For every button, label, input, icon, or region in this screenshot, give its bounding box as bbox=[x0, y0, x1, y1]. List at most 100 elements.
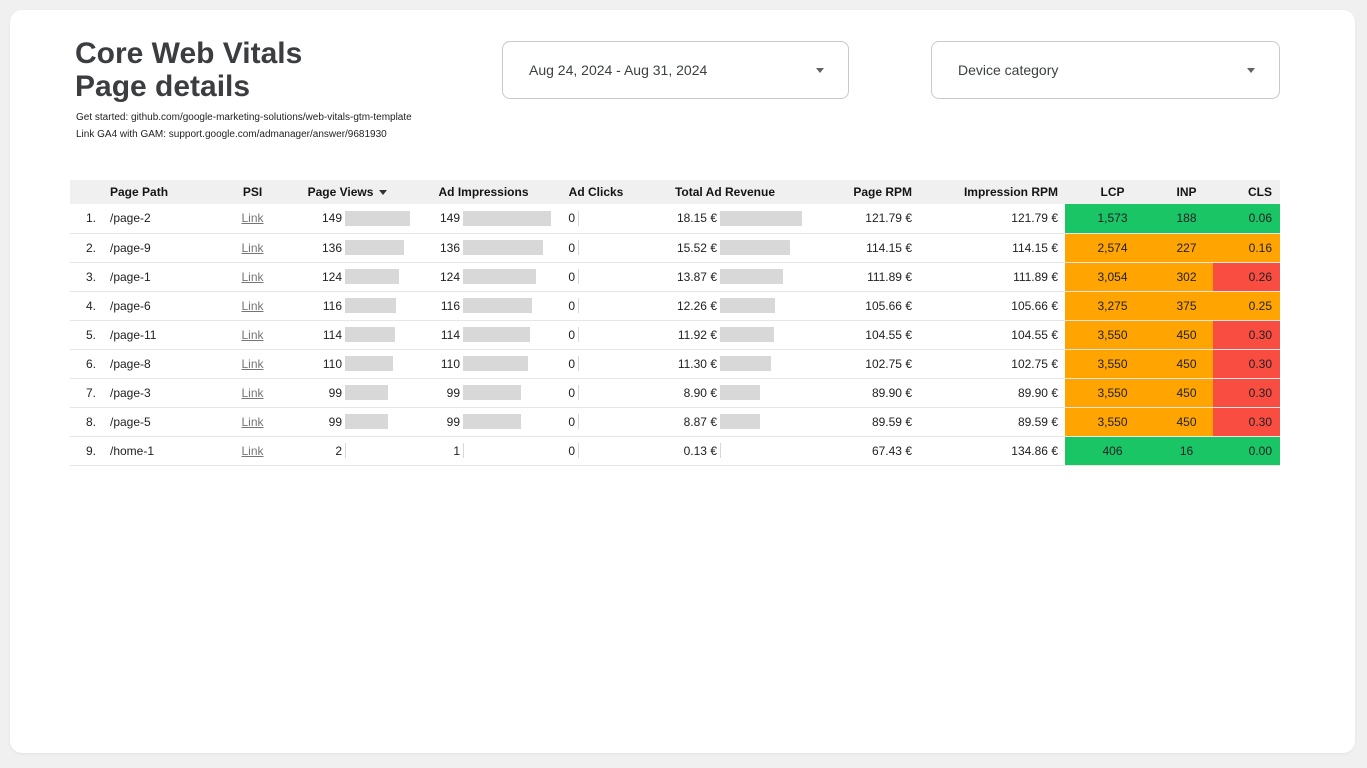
cell-value: 0 bbox=[568, 269, 575, 284]
column-header-total-ad-revenue[interactable]: Total Ad Revenue bbox=[640, 180, 810, 204]
lcp-cell: 3,054 bbox=[1065, 262, 1160, 292]
column-header-page-views[interactable]: Page Views bbox=[280, 180, 415, 204]
cls-cell: 0.30 bbox=[1213, 349, 1280, 379]
column-header-label: INP bbox=[1176, 185, 1197, 199]
cls-cell: 0.16 bbox=[1213, 233, 1280, 263]
value-bar bbox=[345, 269, 399, 284]
cell-value: 0 bbox=[568, 240, 575, 255]
cell-value: 11.30 € bbox=[677, 356, 717, 371]
page-path-cell: /page-3 bbox=[110, 378, 225, 408]
total-ad-revenue-cell: 11.92 € bbox=[640, 320, 810, 350]
ad-clicks-cell: 0 bbox=[552, 204, 640, 234]
cls-cell: 0.30 bbox=[1213, 320, 1280, 350]
column-header-page-rpm[interactable]: Page RPM bbox=[810, 180, 922, 204]
ad-clicks-cell: 0 bbox=[552, 233, 640, 263]
ad-clicks-cell: 0 bbox=[552, 407, 640, 437]
column-header-ad-impressions[interactable]: Ad Impressions bbox=[415, 180, 552, 204]
value-bar bbox=[720, 298, 775, 313]
column-header-page-path[interactable]: Page Path bbox=[110, 180, 225, 204]
ad-impressions-cell: 116 bbox=[415, 291, 552, 321]
row-index: 9. bbox=[70, 436, 110, 466]
row-index: 5. bbox=[70, 320, 110, 350]
column-header-impression-rpm[interactable]: Impression RPM bbox=[922, 180, 1065, 204]
column-header-inp[interactable]: INP bbox=[1160, 180, 1213, 204]
psi-link[interactable]: Link bbox=[241, 298, 264, 313]
table-row: 9./home-1 Link 2 1 0 0.13 € 67.43 €134.86 €406… bbox=[70, 436, 1280, 466]
value-bar bbox=[463, 210, 551, 226]
psi-cell: Link bbox=[225, 262, 280, 292]
psi-link[interactable]: Link bbox=[241, 385, 264, 400]
value-bar bbox=[578, 414, 579, 429]
value-bar bbox=[463, 356, 528, 371]
ad-clicks-cell: 0 bbox=[552, 378, 640, 408]
column-header-label: Page RPM bbox=[853, 185, 912, 199]
value-bar bbox=[345, 356, 393, 371]
page-rpm-cell: 104.55 € bbox=[810, 320, 922, 350]
inp-cell: 450 bbox=[1160, 407, 1213, 437]
column-header-psi[interactable]: PSI bbox=[225, 180, 280, 204]
ad-impressions-cell: 99 bbox=[415, 378, 552, 408]
cell-value: 1 bbox=[453, 443, 460, 458]
page-views-cell: 149 bbox=[280, 204, 415, 234]
value-bar bbox=[463, 385, 521, 400]
psi-link[interactable]: Link bbox=[241, 414, 264, 429]
device-category-label: Device category bbox=[958, 62, 1059, 78]
page-views-cell: 124 bbox=[280, 262, 415, 292]
value-bar bbox=[345, 210, 410, 226]
value-bar bbox=[578, 298, 579, 313]
subtitle-link-ga4: Link GA4 with GAM: support.google.com/ad… bbox=[76, 129, 387, 140]
psi-cell: Link bbox=[225, 407, 280, 437]
lcp-cell: 3,275 bbox=[1065, 291, 1160, 321]
value-bar bbox=[463, 327, 530, 342]
ad-impressions-cell: 99 bbox=[415, 407, 552, 437]
psi-link[interactable]: Link bbox=[241, 269, 264, 284]
value-bar bbox=[463, 414, 521, 429]
date-range-control[interactable]: Aug 24, 2024 - Aug 31, 2024 bbox=[502, 41, 849, 99]
table-row: 1./page-2 Link 149 149 0 18.15 € 121.79 €121.7… bbox=[70, 204, 1280, 234]
value-bar bbox=[578, 240, 579, 255]
ad-impressions-cell: 110 bbox=[415, 349, 552, 379]
lcp-cell: 406 bbox=[1065, 436, 1160, 466]
table-header-row: Page Path PSI Page Views Ad Impressions Ad C… bbox=[70, 180, 1280, 204]
page-path-cell: /page-2 bbox=[110, 204, 225, 234]
psi-link[interactable]: Link bbox=[241, 356, 264, 371]
column-header-lcp[interactable]: LCP bbox=[1065, 180, 1160, 204]
psi-cell: Link bbox=[225, 436, 280, 466]
total-ad-revenue-cell: 8.87 € bbox=[640, 407, 810, 437]
psi-link[interactable]: Link bbox=[241, 443, 264, 458]
value-bar bbox=[720, 269, 783, 284]
column-header-label: Impression RPM bbox=[963, 185, 1058, 199]
page-views-cell: 114 bbox=[280, 320, 415, 350]
value-bar bbox=[578, 210, 579, 226]
value-bar bbox=[720, 414, 760, 429]
page-rpm-cell: 102.75 € bbox=[810, 349, 922, 379]
cell-value: 124 bbox=[439, 269, 460, 284]
cell-value: 124 bbox=[321, 269, 342, 284]
table-row: 5./page-11 Link 114 114 0 11.92 € 104.55 €104.… bbox=[70, 320, 1280, 350]
value-bar bbox=[720, 443, 721, 458]
cell-value: 114 bbox=[440, 327, 460, 342]
column-header-cls[interactable]: CLS bbox=[1213, 180, 1280, 204]
page-path-cell: /page-11 bbox=[110, 320, 225, 350]
value-bar bbox=[720, 210, 802, 226]
impression-rpm-cell: 114.15 € bbox=[922, 233, 1065, 263]
psi-cell: Link bbox=[225, 204, 280, 234]
ad-clicks-cell: 0 bbox=[552, 320, 640, 350]
psi-link[interactable]: Link bbox=[241, 240, 264, 255]
total-ad-revenue-cell: 18.15 € bbox=[640, 204, 810, 234]
column-header-index[interactable] bbox=[70, 180, 110, 204]
page-rpm-cell: 67.43 € bbox=[810, 436, 922, 466]
cell-value: 110 bbox=[322, 356, 342, 371]
page-rpm-cell: 105.66 € bbox=[810, 291, 922, 321]
cell-value: 0 bbox=[568, 356, 575, 371]
cls-cell: 0.26 bbox=[1213, 262, 1280, 292]
column-header-ad-clicks[interactable]: Ad Clicks bbox=[552, 180, 640, 204]
psi-link[interactable]: Link bbox=[241, 327, 264, 342]
value-bar bbox=[345, 240, 404, 255]
psi-cell: Link bbox=[225, 349, 280, 379]
row-index: 3. bbox=[70, 262, 110, 292]
row-index: 6. bbox=[70, 349, 110, 379]
device-category-control[interactable]: Device category bbox=[931, 41, 1280, 99]
page-title: Core Web Vitals Page details bbox=[75, 37, 303, 103]
psi-link[interactable]: Link bbox=[241, 211, 264, 226]
